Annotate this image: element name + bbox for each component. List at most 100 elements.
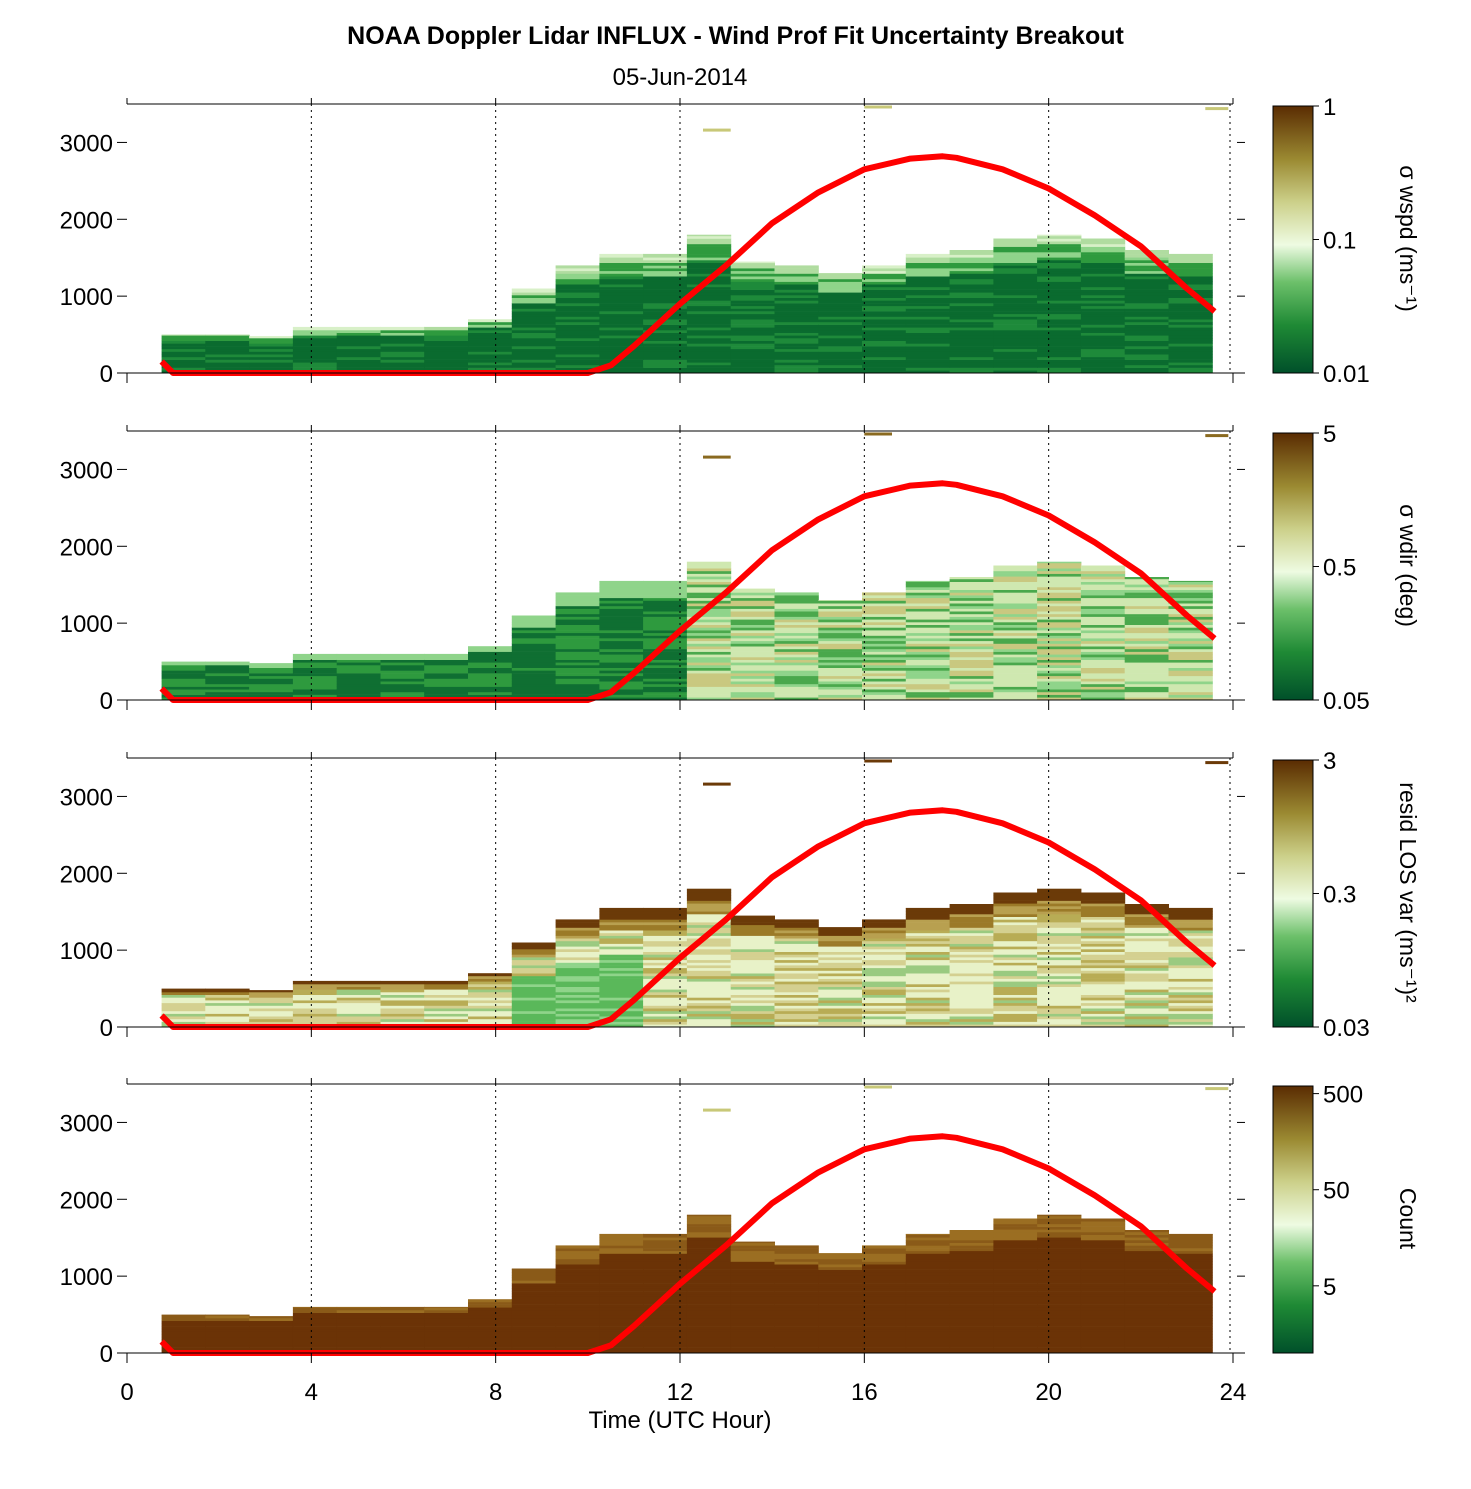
heatmap-cell [380,986,425,990]
heatmap-cell [905,362,951,366]
heatmap-cell [1080,359,1126,363]
heatmap-cell [1080,1275,1126,1278]
heatmap-cell [292,1326,338,1330]
heatmap-cell [774,313,819,317]
heatmap-cell [730,927,775,931]
heatmap-cell [205,1336,250,1340]
heatmap-cell [1080,608,1126,612]
heatmap-cell [774,949,819,952]
heatmap-cell [1124,943,1169,947]
heatmap-cell [161,335,206,339]
heatmap-cell [599,927,644,931]
heatmap-cell [599,624,644,628]
heatmap-cell [161,356,206,360]
heatmap-cell [555,305,600,309]
heatmap-cell [336,1002,381,1006]
heatmap-cell [1037,319,1082,323]
heatmap-cell [730,924,775,928]
heatmap-cell [380,665,425,668]
heatmap-cell [599,930,644,934]
heatmap-cell [1168,1288,1213,1292]
heatmap-cell [949,997,994,1001]
heatmap-cell [905,965,951,969]
heatmap-cell [336,1013,381,1017]
heatmap-cell [555,354,600,358]
heatmap-cell [730,1253,775,1257]
heatmap-cell [862,281,907,285]
heatmap-cell [424,1008,469,1012]
heatmap-cell [643,300,688,304]
heatmap-cell [949,254,994,258]
heatmap-cell [555,611,600,615]
heatmap-cell [686,643,732,647]
heatmap-cell [818,1350,863,1353]
heatmap-cell [818,638,863,642]
heatmap-cell [468,335,513,339]
heatmap-cell [424,1320,469,1324]
heatmap-cell [1124,324,1169,328]
heatmap-cell [818,943,863,947]
heatmap-cell [905,967,951,971]
heatmap-cell [774,951,819,955]
heatmap-cell [555,946,600,950]
heatmap-cell [818,989,863,993]
heatmap-cell [905,1283,951,1287]
heatmap-cell [1124,622,1169,625]
heatmap-cell [1080,292,1126,296]
heatmap-cell [949,1299,994,1303]
heatmap-cell [949,273,994,277]
heatmap-cell [818,276,863,280]
heatmap-cell [511,1344,557,1348]
heatmap-cell [643,1312,688,1316]
heatmap-cell [1124,975,1169,979]
heatmap-cell [1080,986,1126,990]
heatmap-cell [424,326,469,328]
heatmap-cell [1124,911,1169,915]
heatmap-cell [686,1266,732,1270]
heatmap-cell [1124,354,1169,358]
heatmap-cell [599,335,644,339]
heatmap-cell [818,324,863,328]
heatmap-cell [1168,630,1213,634]
heatmap-cell [1080,1334,1126,1338]
heatmap-cell [730,994,775,998]
heatmap-cell [599,1280,644,1284]
heatmap-cell [730,697,775,700]
heatmap-cell [380,673,425,677]
heatmap-cell [686,587,732,590]
heatmap-cell [1037,657,1082,660]
heatmap-cell [686,984,732,987]
heatmap-cell [292,343,338,347]
heatmap-cell [862,659,907,663]
heatmap-cell [555,938,600,942]
heatmap-cell [686,1237,732,1241]
heatmap-cell [643,927,688,931]
heatmap-cell [380,362,425,366]
heatmap-cell [511,992,557,995]
heatmap-cell [993,919,1038,923]
heatmap-cell [862,608,907,612]
heatmap-cell [730,1299,775,1303]
heatmap-cell [774,616,819,620]
heatmap-cell [555,648,600,652]
heatmap-cell [468,1000,513,1004]
heatmap-cell [949,1005,994,1009]
heatmap-cell [1037,914,1082,917]
heatmap-cell [949,1301,994,1305]
heatmap-cell [993,640,1038,644]
heatmap-cell [424,330,469,333]
heatmap-cell [1037,1310,1082,1313]
heatmap-cell [555,930,600,934]
heatmap-cell [1037,1229,1082,1233]
heatmap-cell [1124,916,1169,920]
heatmap-cell [686,673,732,677]
heatmap-cell [818,619,863,623]
heatmap-cell [818,603,863,607]
heatmap-cell [993,238,1038,242]
colorbar-tick-label: 0.5 [1323,555,1356,582]
heatmap-cell [730,1336,775,1340]
heatmap-cell [993,1288,1038,1292]
heatmap-cell [686,683,732,687]
heatmap-cell [1080,1229,1126,1233]
heatmap-cell [686,346,732,350]
